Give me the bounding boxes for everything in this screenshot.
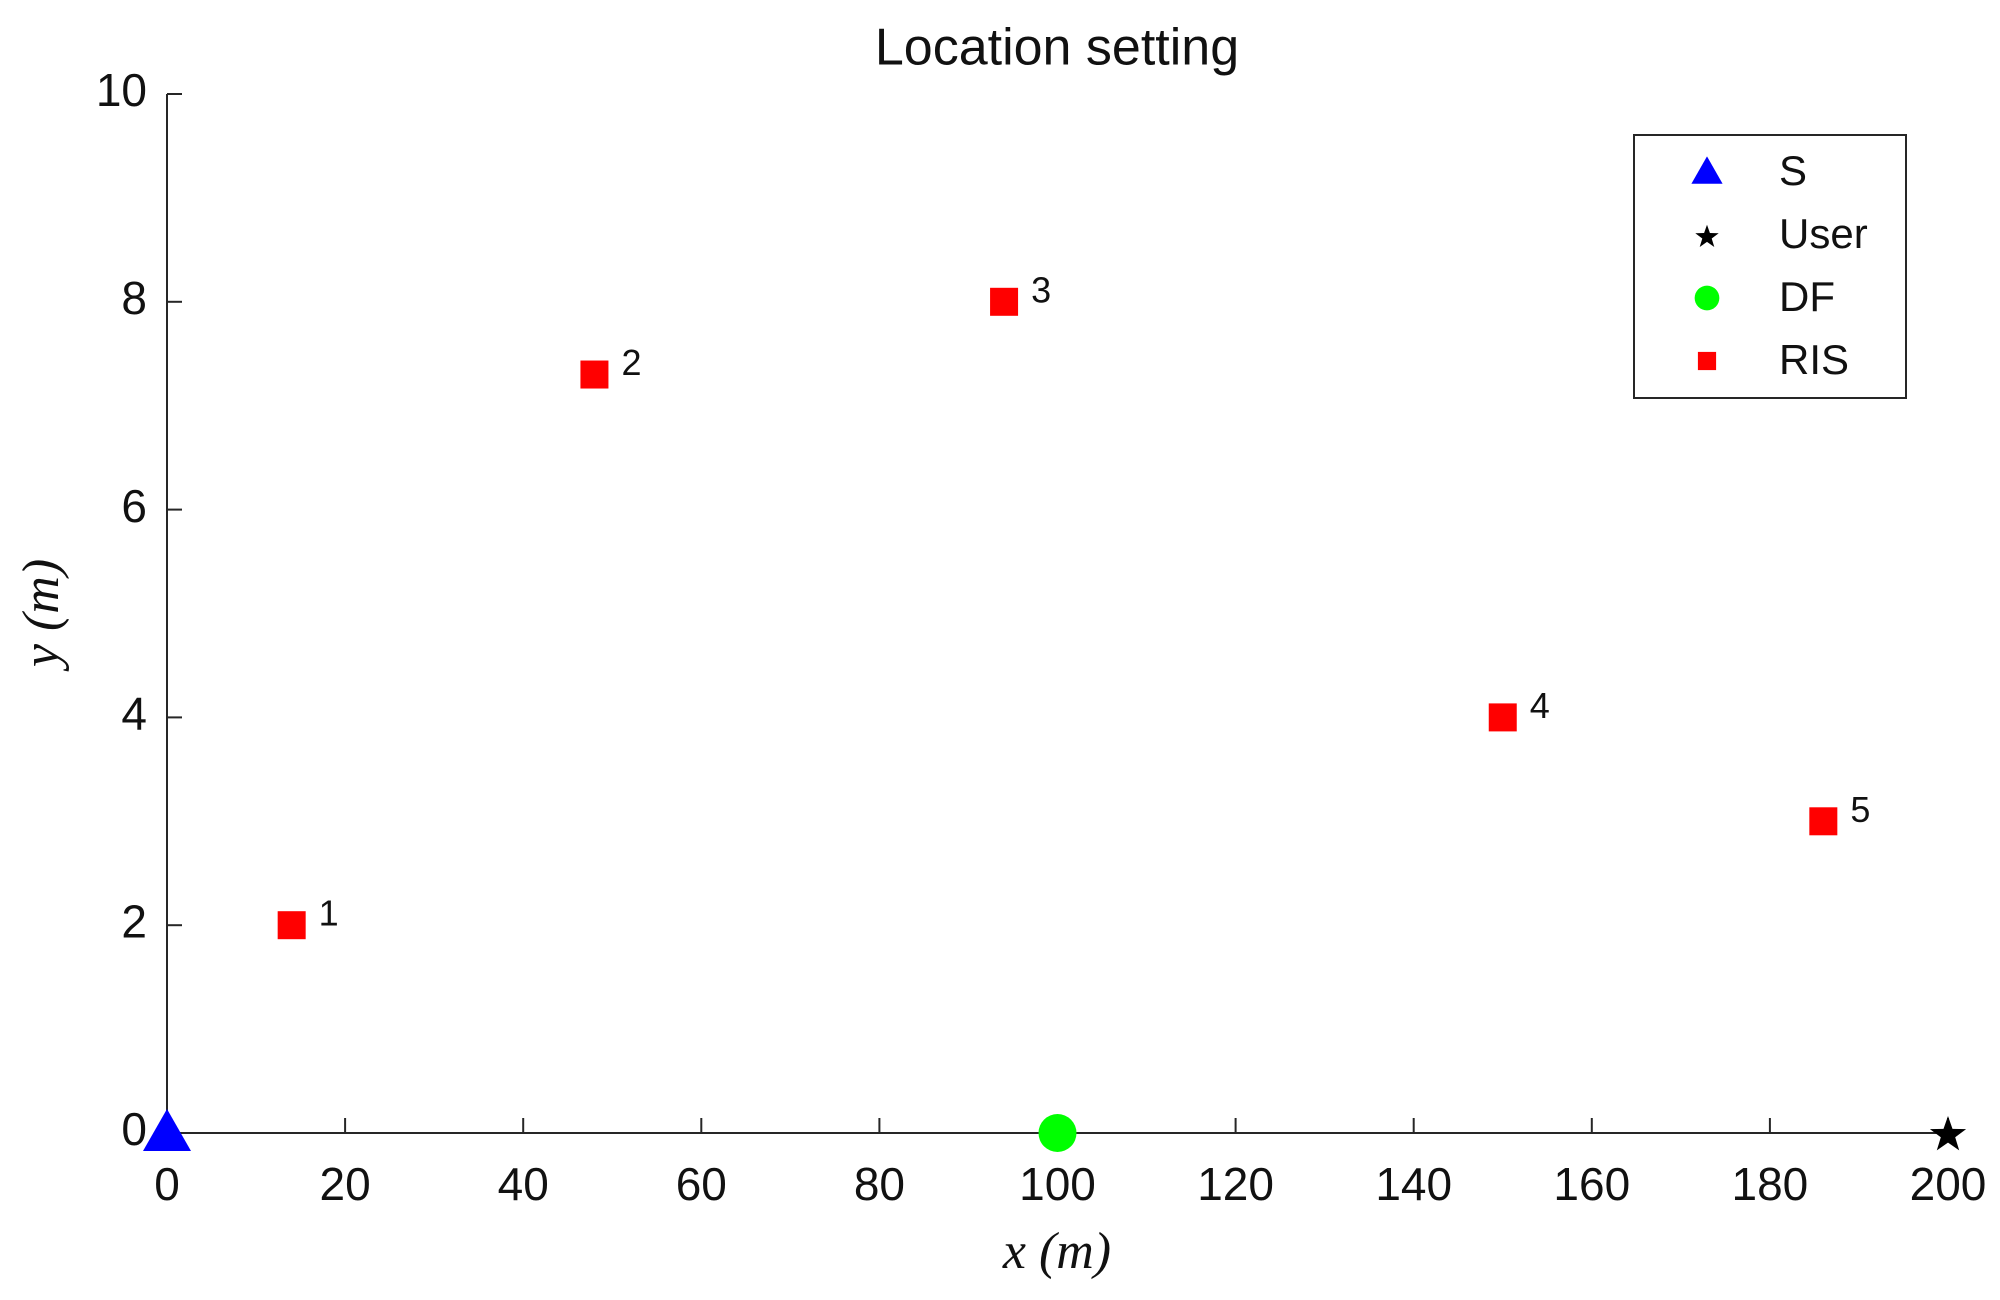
y-tick-label: 2 [121, 895, 147, 947]
y-tick-label: 4 [121, 688, 147, 740]
point-label: 5 [1850, 789, 1870, 830]
x-tick-label: 60 [676, 1158, 727, 1210]
chart-title: Location setting [875, 19, 1239, 77]
point [277, 911, 306, 940]
y-tick-label: 6 [121, 480, 147, 532]
x-tick-label: 100 [1019, 1158, 1096, 1210]
x-tick-label: 140 [1375, 1158, 1452, 1210]
x-tick-label: 160 [1553, 1158, 1630, 1210]
legend-label: RIS [1779, 336, 1849, 383]
point [1488, 703, 1517, 732]
legend-marker [1694, 285, 1720, 311]
x-axis-label: x (m) [1002, 1223, 1111, 1280]
point [143, 1109, 191, 1151]
point [1809, 807, 1838, 836]
point [1038, 1114, 1077, 1152]
x-tick-label: 20 [320, 1158, 371, 1210]
x-tick-label: 40 [498, 1158, 549, 1210]
legend-box [1633, 134, 1907, 399]
legend-label: User [1779, 210, 1868, 257]
legend-marker [1695, 224, 1719, 247]
y-tick-label: 0 [121, 1103, 147, 1155]
legend-label: S [1779, 147, 1807, 194]
x-tick-label: 0 [154, 1158, 180, 1210]
point-label: 3 [1031, 269, 1051, 310]
legend-label: DF [1779, 273, 1835, 320]
x-tick-label: 80 [854, 1158, 905, 1210]
y-axis-label: y (m) [13, 559, 70, 672]
y-tick-label: 10 [96, 64, 147, 116]
point [990, 287, 1019, 316]
y-tick-label: 8 [121, 272, 147, 324]
point-label: 2 [621, 342, 641, 383]
point [580, 360, 609, 389]
x-tick-label: 200 [1910, 1158, 1987, 1210]
legend-marker [1691, 156, 1723, 184]
point-label: 4 [1530, 685, 1550, 726]
x-tick-label: 180 [1732, 1158, 1809, 1210]
point-label: 1 [319, 893, 339, 934]
legend-marker [1697, 351, 1717, 371]
point [1929, 1116, 1967, 1151]
x-tick-label: 120 [1197, 1158, 1274, 1210]
